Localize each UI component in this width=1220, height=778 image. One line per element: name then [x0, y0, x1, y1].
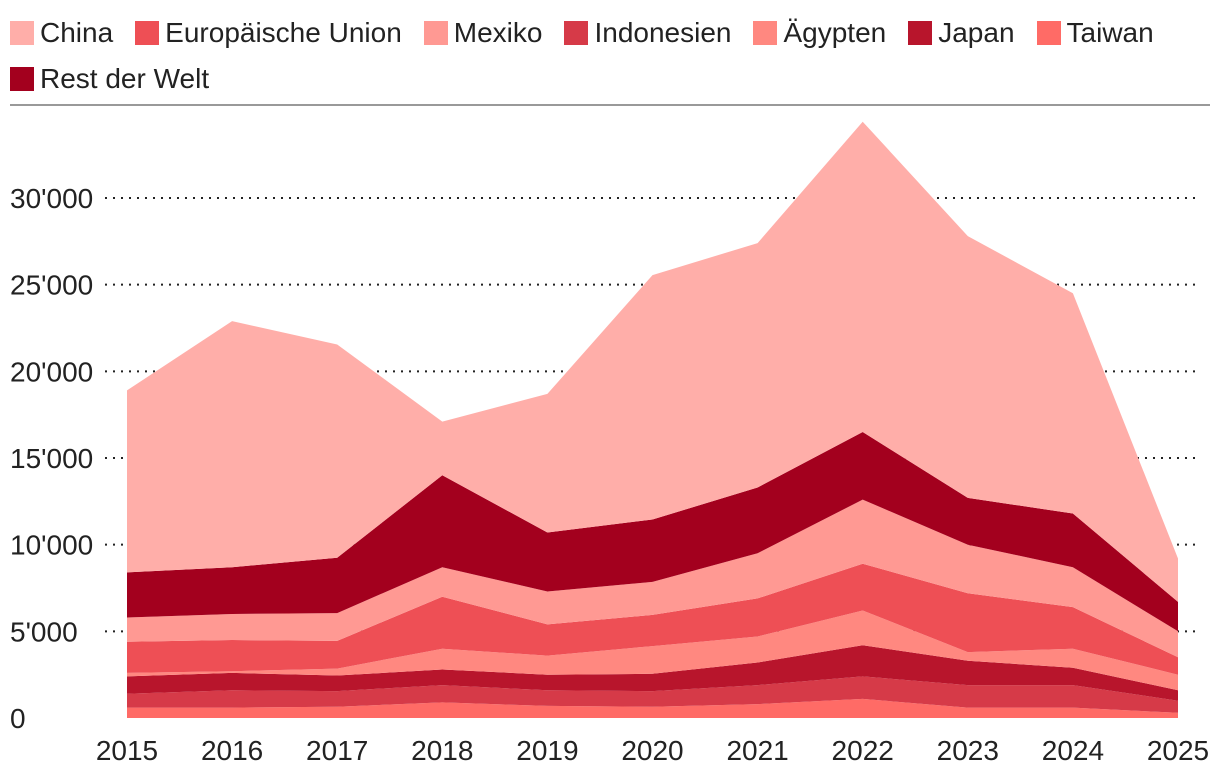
- x-tick-label-2019: 2019: [516, 735, 578, 766]
- y-tick-label-30000: 30'000: [10, 183, 93, 214]
- area-indonesien: [127, 645, 1178, 701]
- x-tick-label-2017: 2017: [306, 735, 368, 766]
- legend-swatch-china: [10, 21, 34, 45]
- axes: 0 5'000 10'000 15'000 20'000 25'000 30'000 2015…: [10, 183, 1209, 766]
- legend-label-indonesien: Indonesien: [594, 17, 732, 48]
- legend-label-taiwan: Taiwan: [1066, 17, 1154, 48]
- area-china: [127, 121, 1178, 602]
- legend-item-mexiko: Mexiko: [423, 17, 543, 49]
- x-tick-label-2018: 2018: [411, 735, 473, 766]
- y-tick-label-0: 0: [10, 703, 26, 734]
- legend-swatch-indonesien: [564, 21, 589, 45]
- legend-swatch-mexiko: [423, 21, 448, 45]
- area-japan: [127, 563, 1178, 675]
- legend-item-rest-der-welt: Rest der Welt: [10, 63, 209, 95]
- legend-item-aegypten: Ägypten: [753, 17, 886, 49]
- legend-row-1: China Europäische Union Mexiko Indonesie…: [10, 10, 1210, 56]
- legend-label-china: China: [40, 17, 114, 48]
- x-tick-label-2024: 2024: [1042, 735, 1104, 766]
- y-tick-label-25000: 25'000: [10, 270, 93, 301]
- legend: China Europäische Union Mexiko Indonesie…: [10, 10, 1210, 102]
- x-tick-label-2016: 2016: [201, 735, 263, 766]
- area-series: [127, 121, 1178, 718]
- y-tick-label-15000: 15'000: [10, 443, 93, 474]
- legend-swatch-rest-der-welt: [10, 67, 34, 91]
- y-tick-label-20000: 20'000: [10, 356, 93, 387]
- y-tick-label-10000: 10'000: [10, 530, 93, 561]
- x-tick-label-2020: 2020: [621, 735, 683, 766]
- area-mexiko: [127, 610, 1178, 691]
- area-rest-der-welt: [127, 432, 1178, 632]
- area-taiwan: [127, 698, 1178, 718]
- legend-item-europaeische-union: Europäische Union: [135, 17, 402, 49]
- legend-swatch-japan: [908, 21, 933, 45]
- legend-swatch-taiwan: [1036, 21, 1061, 45]
- legend-label-europaeische-union: Europäische Union: [165, 17, 402, 48]
- legend-label-mexiko: Mexiko: [453, 17, 543, 48]
- legend-swatch-aegypten: [753, 21, 778, 45]
- x-tick-label-2022: 2022: [832, 735, 894, 766]
- x-tick-label-2025: 2025: [1147, 735, 1209, 766]
- x-tick-label-2021: 2021: [726, 735, 788, 766]
- legend-divider: [10, 104, 1210, 106]
- legend-item-taiwan: Taiwan: [1036, 17, 1154, 49]
- legend-label-rest-der-welt: Rest der Welt: [40, 63, 210, 94]
- legend-item-japan: Japan: [908, 17, 1015, 49]
- legend-label-aegypten: Ägypten: [783, 17, 887, 48]
- legend-label-japan: Japan: [938, 17, 1015, 48]
- y-tick-label-5000: 5'000: [10, 616, 78, 647]
- legend-item-china: China: [10, 17, 113, 49]
- x-tick-label-2015: 2015: [96, 735, 158, 766]
- legend-item-indonesien: Indonesien: [564, 17, 731, 49]
- area-aegypten: [127, 499, 1178, 658]
- x-tick-label-2023: 2023: [937, 735, 999, 766]
- area-europaeische-union: [127, 676, 1178, 713]
- legend-swatch-europaeische-union: [135, 21, 160, 45]
- legend-row-2: Rest der Welt: [10, 56, 1210, 102]
